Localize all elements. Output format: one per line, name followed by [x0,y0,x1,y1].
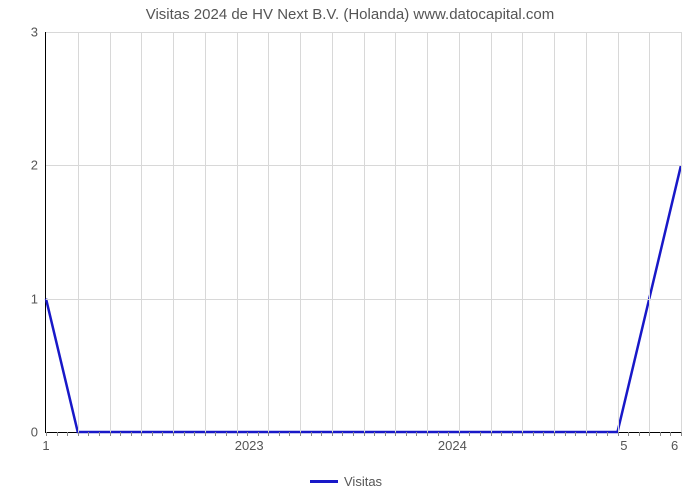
x-axis-tick-label: 2023 [235,432,264,453]
x-axis-minor-tick [565,432,566,436]
x-axis-minor-tick [512,432,513,436]
legend-swatch [310,480,338,483]
gridline-vertical [364,32,365,432]
x-axis-minor-tick [184,432,185,436]
x-axis-minor-tick [543,432,544,436]
x-axis-tick-label: 6 [671,432,678,453]
x-axis-minor-tick [226,432,227,436]
gridline-vertical [205,32,206,432]
x-axis-minor-tick [46,432,47,436]
x-axis-minor-tick [448,432,449,436]
x-axis-minor-tick [618,432,619,436]
chart-legend: Visitas [310,474,382,489]
x-axis-minor-tick [289,432,290,436]
x-axis-minor-tick [533,432,534,436]
x-axis-minor-tick [194,432,195,436]
x-axis-minor-tick [586,432,587,436]
x-axis-minor-tick [268,432,269,436]
x-axis-minor-tick [491,432,492,436]
gridline-vertical [173,32,174,432]
y-axis-tick-label: 1 [31,291,46,306]
x-axis-minor-tick [247,432,248,436]
gridline-vertical [586,32,587,432]
x-axis-minor-tick [416,432,417,436]
gridline-vertical [268,32,269,432]
x-axis-tick-label: 5 [620,432,627,453]
x-axis-minor-tick [427,432,428,436]
x-axis-minor-tick [660,432,661,436]
x-axis-minor-tick [342,432,343,436]
x-axis-minor-tick [88,432,89,436]
x-axis-minor-tick [173,432,174,436]
chart-title: Visitas 2024 de HV Next B.V. (Holanda) w… [0,6,700,23]
x-axis-minor-tick [501,432,502,436]
chart-plot-area: 012312023202456 [45,32,681,433]
x-axis-minor-tick [110,432,111,436]
x-axis-minor-tick [681,432,682,436]
x-axis-minor-tick [469,432,470,436]
x-axis-minor-tick [57,432,58,436]
x-axis-minor-tick [522,432,523,436]
x-axis-minor-tick [406,432,407,436]
x-axis-minor-tick [67,432,68,436]
x-axis-minor-tick [279,432,280,436]
x-axis-minor-tick [311,432,312,436]
x-axis-minor-tick [258,432,259,436]
gridline-vertical [522,32,523,432]
x-axis-minor-tick [628,432,629,436]
x-axis-minor-tick [374,432,375,436]
gridline-vertical [332,32,333,432]
gridline-vertical [618,32,619,432]
gridline-vertical [78,32,79,432]
x-axis-minor-tick [554,432,555,436]
gridline-vertical [427,32,428,432]
x-axis-minor-tick [162,432,163,436]
y-axis-tick-label: 3 [31,25,46,40]
x-axis-minor-tick [141,432,142,436]
x-axis-minor-tick [300,432,301,436]
x-axis-minor-tick [438,432,439,436]
x-axis-minor-tick [152,432,153,436]
x-axis-minor-tick [99,432,100,436]
x-axis-minor-tick [670,432,671,436]
x-axis-minor-tick [459,432,460,436]
gridline-vertical [395,32,396,432]
gridline-vertical [110,32,111,432]
gridline-vertical [554,32,555,432]
x-axis-minor-tick [385,432,386,436]
x-axis-minor-tick [205,432,206,436]
x-axis-minor-tick [215,432,216,436]
x-axis-minor-tick [649,432,650,436]
x-axis-minor-tick [607,432,608,436]
y-axis-tick-label: 2 [31,158,46,173]
gridline-horizontal [46,32,681,33]
x-axis-minor-tick [575,432,576,436]
gridline-horizontal [46,165,681,166]
x-axis-minor-tick [364,432,365,436]
x-axis-minor-tick [131,432,132,436]
x-axis-minor-tick [395,432,396,436]
x-axis-minor-tick [353,432,354,436]
gridline-vertical [681,32,682,432]
legend-label: Visitas [344,474,382,489]
gridline-vertical [237,32,238,432]
x-axis-minor-tick [480,432,481,436]
x-axis-minor-tick [596,432,597,436]
x-axis-minor-tick [639,432,640,436]
gridline-vertical [141,32,142,432]
x-axis-minor-tick [321,432,322,436]
x-axis-minor-tick [120,432,121,436]
gridline-vertical [300,32,301,432]
x-axis-minor-tick [237,432,238,436]
x-axis-minor-tick [78,432,79,436]
x-axis-minor-tick [332,432,333,436]
gridline-vertical [459,32,460,432]
gridline-horizontal [46,299,681,300]
gridline-vertical [491,32,492,432]
gridline-vertical [649,32,650,432]
x-axis-tick-label: 2024 [438,432,467,453]
